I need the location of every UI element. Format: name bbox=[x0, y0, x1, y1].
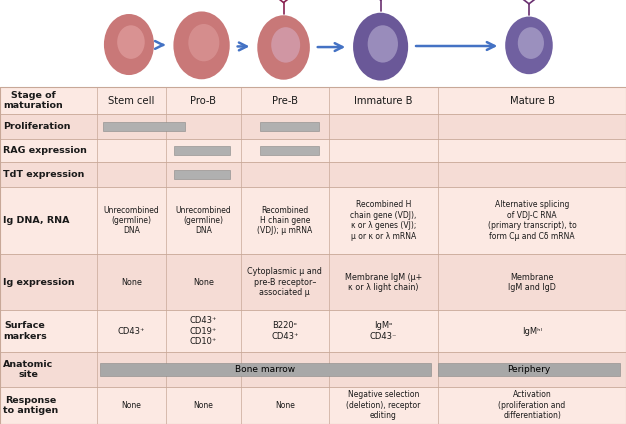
Text: Unrecombined
(germline)
DNA: Unrecombined (germline) DNA bbox=[103, 206, 160, 235]
Ellipse shape bbox=[367, 25, 398, 63]
Text: None: None bbox=[193, 278, 214, 287]
Bar bbox=[260, 122, 319, 131]
Text: Bone marrow: Bone marrow bbox=[235, 365, 295, 374]
Text: Stage of
maturation: Stage of maturation bbox=[3, 91, 63, 110]
Text: Recombined
H chain gene
(VDJ); μ mRNA: Recombined H chain gene (VDJ); μ mRNA bbox=[257, 206, 312, 235]
Text: Response
to antigen: Response to antigen bbox=[3, 396, 58, 415]
Bar bbox=[0, 114, 626, 139]
Text: Pro-B: Pro-B bbox=[190, 96, 217, 106]
Text: Cytoplasmic μ and
pre-B receptor–
associated μ: Cytoplasmic μ and pre-B receptor– associ… bbox=[247, 268, 322, 297]
Text: CD43⁺: CD43⁺ bbox=[118, 326, 145, 336]
Ellipse shape bbox=[518, 27, 544, 59]
Bar bbox=[438, 363, 620, 376]
Bar bbox=[0, 254, 626, 310]
Text: Periphery: Periphery bbox=[507, 365, 551, 374]
Text: B220ᵒ
CD43⁺: B220ᵒ CD43⁺ bbox=[271, 321, 299, 341]
Bar bbox=[0, 187, 626, 254]
Ellipse shape bbox=[104, 14, 154, 75]
Ellipse shape bbox=[173, 11, 230, 79]
Text: Anatomic
site: Anatomic site bbox=[3, 360, 53, 379]
Text: TdT expression: TdT expression bbox=[3, 170, 85, 179]
Text: Alternative splicing
of VDJ-C RNA
(primary transcript), to
form Cμ and Cδ mRNA: Alternative splicing of VDJ-C RNA (prima… bbox=[488, 201, 577, 240]
Bar bbox=[174, 170, 230, 179]
Bar bbox=[100, 363, 431, 376]
Ellipse shape bbox=[117, 25, 145, 59]
Bar bbox=[174, 146, 230, 155]
Text: Recombined H
chain gene (VDJ),
κ or λ genes (VJ);
μ or κ or λ mRNA: Recombined H chain gene (VDJ), κ or λ ge… bbox=[350, 201, 417, 240]
Bar bbox=[260, 146, 319, 155]
Bar bbox=[0, 387, 626, 424]
Text: Ig expression: Ig expression bbox=[3, 278, 74, 287]
Text: Proliferation: Proliferation bbox=[3, 122, 71, 131]
Ellipse shape bbox=[188, 24, 219, 61]
Bar bbox=[0, 87, 626, 424]
Text: Unrecombined
(germline)
DNA: Unrecombined (germline) DNA bbox=[175, 206, 232, 235]
Bar bbox=[0, 87, 626, 114]
Text: RAG expression: RAG expression bbox=[3, 146, 87, 155]
Text: Pre-B: Pre-B bbox=[272, 96, 298, 106]
Text: Negative selection
(deletion), receptor
editing: Negative selection (deletion), receptor … bbox=[346, 391, 421, 420]
Text: Activation
(proliferation and
differentiation): Activation (proliferation and differenti… bbox=[498, 391, 566, 420]
Text: IgMᵒ
CD43⁻: IgMᵒ CD43⁻ bbox=[370, 321, 397, 341]
Text: Mature B: Mature B bbox=[510, 96, 555, 106]
Text: Immature B: Immature B bbox=[354, 96, 413, 106]
Text: Stem cell: Stem cell bbox=[108, 96, 155, 106]
Text: Ig DNA, RNA: Ig DNA, RNA bbox=[3, 216, 69, 225]
Bar bbox=[0, 0, 626, 87]
Ellipse shape bbox=[505, 17, 553, 74]
Ellipse shape bbox=[271, 27, 300, 63]
Text: None: None bbox=[193, 401, 213, 410]
Text: CD43⁺
CD19⁺
CD10⁺: CD43⁺ CD19⁺ CD10⁺ bbox=[190, 316, 217, 346]
Text: Membrane
IgM and IgD: Membrane IgM and IgD bbox=[508, 273, 556, 292]
Bar bbox=[0, 352, 626, 387]
Text: None: None bbox=[275, 401, 295, 410]
Text: Surface
markers: Surface markers bbox=[3, 321, 47, 341]
Text: IgMʰᴵ: IgMʰᴵ bbox=[522, 326, 542, 336]
Ellipse shape bbox=[257, 15, 310, 80]
Ellipse shape bbox=[353, 13, 408, 81]
Text: None: None bbox=[121, 401, 141, 410]
Bar bbox=[0, 139, 626, 162]
Text: None: None bbox=[121, 278, 142, 287]
Text: Membrane IgM (μ+
κ or λ light chain): Membrane IgM (μ+ κ or λ light chain) bbox=[345, 273, 422, 292]
Bar bbox=[103, 122, 185, 131]
Bar bbox=[0, 310, 626, 352]
Bar bbox=[0, 162, 626, 187]
